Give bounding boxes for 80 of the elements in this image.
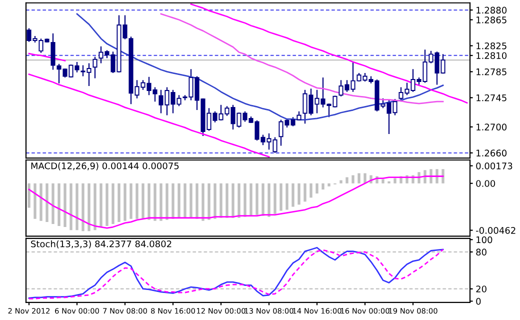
bar xyxy=(280,183,282,211)
y-tick-label: 1.2825 xyxy=(476,42,506,50)
bar xyxy=(328,183,330,186)
y-tick-label: 1.2700 xyxy=(476,124,507,130)
bar xyxy=(94,183,96,230)
line-series xyxy=(28,176,444,229)
bar xyxy=(40,183,42,221)
bar xyxy=(58,183,60,226)
bar xyxy=(220,183,222,218)
bar xyxy=(292,183,294,207)
bar xyxy=(340,180,342,184)
bar xyxy=(226,183,228,218)
bar xyxy=(256,183,258,215)
bar xyxy=(322,183,324,190)
bar xyxy=(190,183,192,218)
bar xyxy=(136,183,138,219)
y-tick-label: 100 xyxy=(476,236,492,244)
bar xyxy=(244,183,246,217)
bar xyxy=(64,183,66,228)
bar xyxy=(88,183,90,232)
bar xyxy=(142,183,144,219)
bar xyxy=(214,183,216,219)
bar xyxy=(262,183,264,216)
bar xyxy=(196,183,198,219)
bar xyxy=(154,183,156,221)
chart-title: Stoch(13,3,3) 84.2377 84.0802 xyxy=(31,240,172,248)
bar xyxy=(274,183,276,214)
bar xyxy=(232,183,234,218)
bar xyxy=(148,183,150,220)
y-tick-label: 1.2785 xyxy=(476,68,506,76)
bar xyxy=(304,183,306,202)
bar xyxy=(160,183,162,221)
y-tick-label: 0.00173 xyxy=(476,162,512,170)
bar xyxy=(112,183,114,224)
bar xyxy=(82,183,84,232)
bar xyxy=(178,183,180,218)
bar xyxy=(70,183,72,230)
bar xyxy=(364,173,366,184)
y-tick-label: 1.2810 xyxy=(476,52,507,60)
bar xyxy=(346,177,348,184)
y-tick-label: -0.00462 xyxy=(476,227,516,234)
bar xyxy=(286,183,288,210)
bar xyxy=(172,183,174,219)
chart-title: MACD(12,26,9) 0.00144 0.00075 xyxy=(31,162,179,170)
bar xyxy=(118,183,120,222)
bar xyxy=(382,179,384,184)
bar xyxy=(124,183,126,221)
bar xyxy=(310,183,312,198)
bar xyxy=(394,178,396,184)
y-tick-label: 1.2660 xyxy=(476,150,507,156)
bar xyxy=(202,183,204,221)
y-tick-label: 1.2880 xyxy=(476,6,507,14)
bar xyxy=(52,183,54,224)
bar xyxy=(298,183,300,205)
bar xyxy=(130,183,132,219)
y-tick-label: 0 xyxy=(476,298,481,305)
bar xyxy=(268,183,270,217)
bar xyxy=(316,183,318,194)
bar xyxy=(238,183,240,218)
y-tick-label: 0.00 xyxy=(476,180,496,187)
line-series xyxy=(190,3,468,104)
y-tick-label: 20 xyxy=(476,286,486,292)
bar xyxy=(208,183,210,220)
bar xyxy=(34,183,36,219)
bar xyxy=(100,183,102,228)
bar xyxy=(166,183,168,220)
bar xyxy=(442,169,444,184)
bar xyxy=(352,175,354,184)
y-tick-label: 80 xyxy=(476,248,486,256)
candlestick xyxy=(92,56,98,79)
y-tick-label: 1.2865 xyxy=(476,16,506,24)
bar xyxy=(184,183,186,218)
bar xyxy=(358,173,360,184)
y-tick-label: 1.2745 xyxy=(476,94,506,102)
bar xyxy=(28,183,30,208)
line-series xyxy=(28,74,270,158)
bar xyxy=(46,183,48,222)
bar xyxy=(76,183,78,230)
bar xyxy=(250,183,252,216)
bar xyxy=(106,183,108,226)
